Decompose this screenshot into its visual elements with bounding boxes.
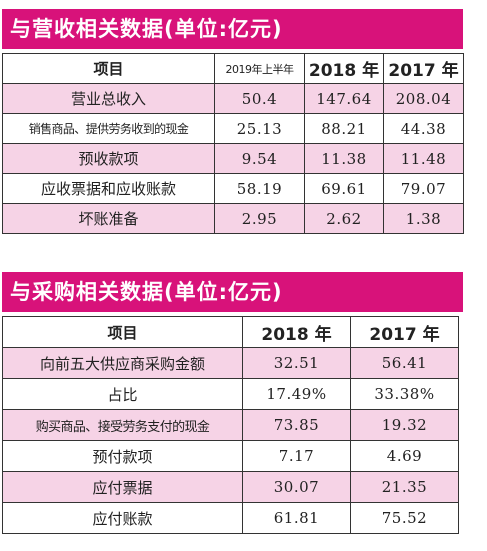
cell-value: 79.07 [383,173,464,204]
cell-value: 11.38 [304,143,384,174]
table-row: 坏账准备 2.95 2.62 1.38 [2,203,464,234]
cell-value: 1.38 [383,203,464,234]
cell-value: 21.35 [350,471,459,503]
header-cell: 2019年上半年 [214,53,305,84]
header-cell: 2018 年 [242,316,351,348]
table-row: 向前五大供应商采购金额 32.51 56.41 [2,347,459,379]
cell-value: 50.4 [214,83,305,114]
purchase-table: 项目 2018 年 2017 年 向前五大供应商采购金额 32.51 56.41… [2,316,459,534]
cell-value: 2.95 [214,203,305,234]
cell-value: 61.81 [242,502,351,534]
header-cell: 项目 [2,53,215,84]
revenue-table: 项目 2019年上半年 2018 年 2017 年 营业总收入 50.4 147… [2,53,464,234]
table-row: 占比 17.49% 33.38% [2,378,459,410]
table-row: 应付票据 30.07 21.35 [2,471,459,503]
header-cell: 2017 年 [383,53,464,84]
cell-value: 88.21 [304,113,384,144]
header-cell: 项目 [2,316,243,348]
cell-value: 9.54 [214,143,305,174]
cell-value: 25.13 [214,113,305,144]
cell-value: 4.69 [350,440,459,472]
table-row: 购买商品、接受劳务支付的现金 73.85 19.32 [2,409,459,441]
row-label: 应收票据和应收账款 [2,173,215,204]
purchase-section-title: 与采购相关数据(单位:亿元) [2,272,463,312]
revenue-section-title: 与营收相关数据(单位:亿元) [2,9,463,49]
header-cell: 2017 年 [350,316,459,348]
cell-value: 56.41 [350,347,459,379]
cell-value: 19.32 [350,409,459,441]
row-label: 购买商品、接受劳务支付的现金 [2,409,243,441]
cell-value: 147.64 [304,83,384,114]
cell-value: 2.62 [304,203,384,234]
cell-value: 17.49% [242,378,351,410]
cell-value: 30.07 [242,471,351,503]
table-row: 应付账款 61.81 75.52 [2,502,459,534]
cell-value: 33.38% [350,378,459,410]
row-label: 坏账准备 [2,203,215,234]
cell-value: 44.38 [383,113,464,144]
row-label: 向前五大供应商采购金额 [2,347,243,379]
cell-value: 58.19 [214,173,305,204]
header-cell: 2018 年 [304,53,384,84]
cell-value: 11.48 [383,143,464,174]
table-row: 预收款项 9.54 11.38 11.48 [2,143,464,174]
row-label: 销售商品、提供劳务收到的现金 [2,113,215,144]
row-label: 应付票据 [2,471,243,503]
table-row: 销售商品、提供劳务收到的现金 25.13 88.21 44.38 [2,113,464,144]
table-row: 营业总收入 50.4 147.64 208.04 [2,83,464,114]
cell-value: 208.04 [383,83,464,114]
cell-value: 7.17 [242,440,351,472]
cell-value: 75.52 [350,502,459,534]
row-label: 营业总收入 [2,83,215,114]
row-label: 占比 [2,378,243,410]
cell-value: 73.85 [242,409,351,441]
cell-value: 69.61 [304,173,384,204]
table-row: 预付款项 7.17 4.69 [2,440,459,472]
table-header-row: 项目 2018 年 2017 年 [2,316,459,348]
row-label: 应付账款 [2,502,243,534]
table-row: 应收票据和应收账款 58.19 69.61 79.07 [2,173,464,204]
row-label: 预付款项 [2,440,243,472]
cell-value: 32.51 [242,347,351,379]
table-header-row: 项目 2019年上半年 2018 年 2017 年 [2,53,464,84]
row-label: 预收款项 [2,143,215,174]
